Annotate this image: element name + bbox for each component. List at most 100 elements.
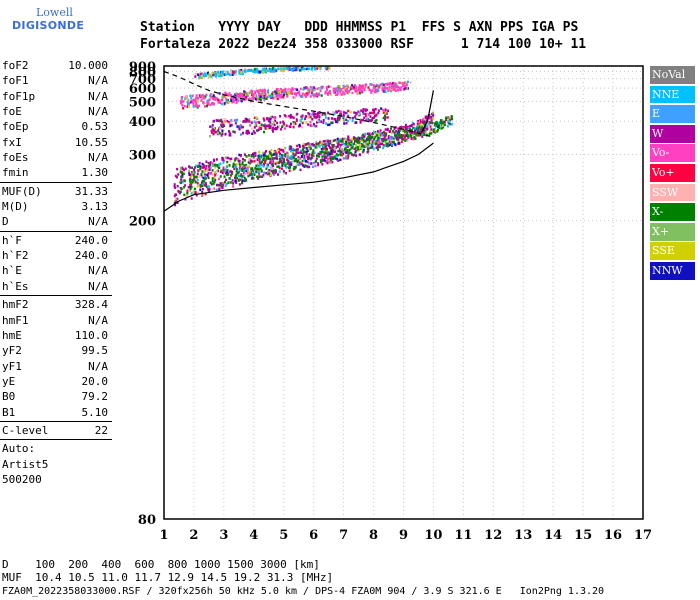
echo-point <box>285 171 287 175</box>
echo-point <box>418 131 420 134</box>
echo-point <box>252 130 255 133</box>
echo-point <box>344 111 347 115</box>
x-tick-label: 8 <box>369 528 378 543</box>
echo-point <box>244 178 247 181</box>
echo-point <box>180 171 183 174</box>
echo-point <box>192 98 195 102</box>
echo-point <box>217 119 220 122</box>
echo-point <box>254 154 257 157</box>
echo-point <box>436 128 439 132</box>
echo-point <box>381 85 384 88</box>
echo-point <box>244 91 247 94</box>
echo-point <box>404 87 407 90</box>
echo-point <box>271 160 274 164</box>
echo-point <box>258 162 261 165</box>
x-tick-label: 1 <box>159 528 168 543</box>
echo-point <box>314 113 317 116</box>
echo-point <box>257 91 260 94</box>
echo-point <box>333 155 336 158</box>
echo-point <box>215 97 218 100</box>
echo-point <box>271 128 274 131</box>
echo-point <box>231 170 233 174</box>
echo-point <box>370 137 373 140</box>
echo-point <box>333 147 336 150</box>
echo-point <box>357 110 360 113</box>
echo-point <box>230 172 233 176</box>
echo-point <box>412 130 415 134</box>
echo-point <box>283 88 286 92</box>
echo-point <box>305 92 308 95</box>
echo-point <box>336 90 339 93</box>
echo-point <box>332 139 335 142</box>
echo-point <box>263 171 266 175</box>
echo-point <box>353 86 355 89</box>
echo-point <box>238 162 241 166</box>
echo-point <box>217 129 220 132</box>
echo-point <box>235 101 238 104</box>
echo-point <box>250 161 253 164</box>
echo-point <box>321 86 324 89</box>
echo-point <box>204 72 206 75</box>
echo-point <box>358 141 361 144</box>
echo-point <box>214 163 217 167</box>
echo-point <box>187 105 190 108</box>
echo-point <box>201 170 204 173</box>
echo-point <box>245 163 248 167</box>
echo-point <box>253 94 256 97</box>
echo-point <box>302 144 304 148</box>
echo-point <box>275 127 278 131</box>
echo-point <box>340 148 343 151</box>
echo-point <box>281 90 284 94</box>
echo-point <box>183 193 186 196</box>
echo-point <box>328 152 331 156</box>
echo-point <box>252 93 255 96</box>
echo-point <box>366 117 369 121</box>
echo-point <box>229 170 232 173</box>
echo-point <box>259 71 261 74</box>
echo-point <box>272 130 274 133</box>
echo-point <box>412 123 415 126</box>
echo-point <box>211 162 214 165</box>
echo-point <box>373 130 375 134</box>
echo-point <box>430 115 433 119</box>
echo-point <box>234 157 237 161</box>
echo-point <box>220 134 223 137</box>
echo-point <box>230 99 233 102</box>
echo-point <box>201 74 204 77</box>
echo-point <box>312 161 315 165</box>
echo-point <box>305 165 308 168</box>
echo-point <box>282 120 285 124</box>
echo-point <box>315 157 318 160</box>
echo-point <box>384 108 387 111</box>
echo-point <box>271 170 274 173</box>
echo-point <box>282 91 285 94</box>
echo-point <box>200 181 203 184</box>
echo-point <box>229 181 232 184</box>
param-row: foEp 0.53 <box>0 119 112 134</box>
echo-point <box>264 127 267 130</box>
echo-point <box>255 116 258 119</box>
echo-point <box>210 172 213 175</box>
echo-point <box>388 140 391 143</box>
echo-point <box>243 93 245 97</box>
echo-point <box>290 149 292 153</box>
y-tick-label: 200 <box>129 215 156 230</box>
echo-point <box>342 157 345 160</box>
echo-point <box>342 114 345 117</box>
echo-point <box>262 158 265 162</box>
echo-point <box>362 112 365 115</box>
echo-point <box>273 149 276 153</box>
param-name: foF1 <box>2 74 29 88</box>
echo-point <box>217 169 220 173</box>
echo-point <box>301 121 304 125</box>
echo-point <box>176 167 179 171</box>
echo-point <box>226 165 228 169</box>
echo-point <box>225 178 227 182</box>
echo-point <box>347 151 349 154</box>
echo-point <box>394 89 397 93</box>
echo-point <box>252 154 255 158</box>
echo-point <box>251 91 254 95</box>
echo-point <box>408 130 411 133</box>
echo-point <box>287 160 290 164</box>
echo-point <box>300 155 303 158</box>
